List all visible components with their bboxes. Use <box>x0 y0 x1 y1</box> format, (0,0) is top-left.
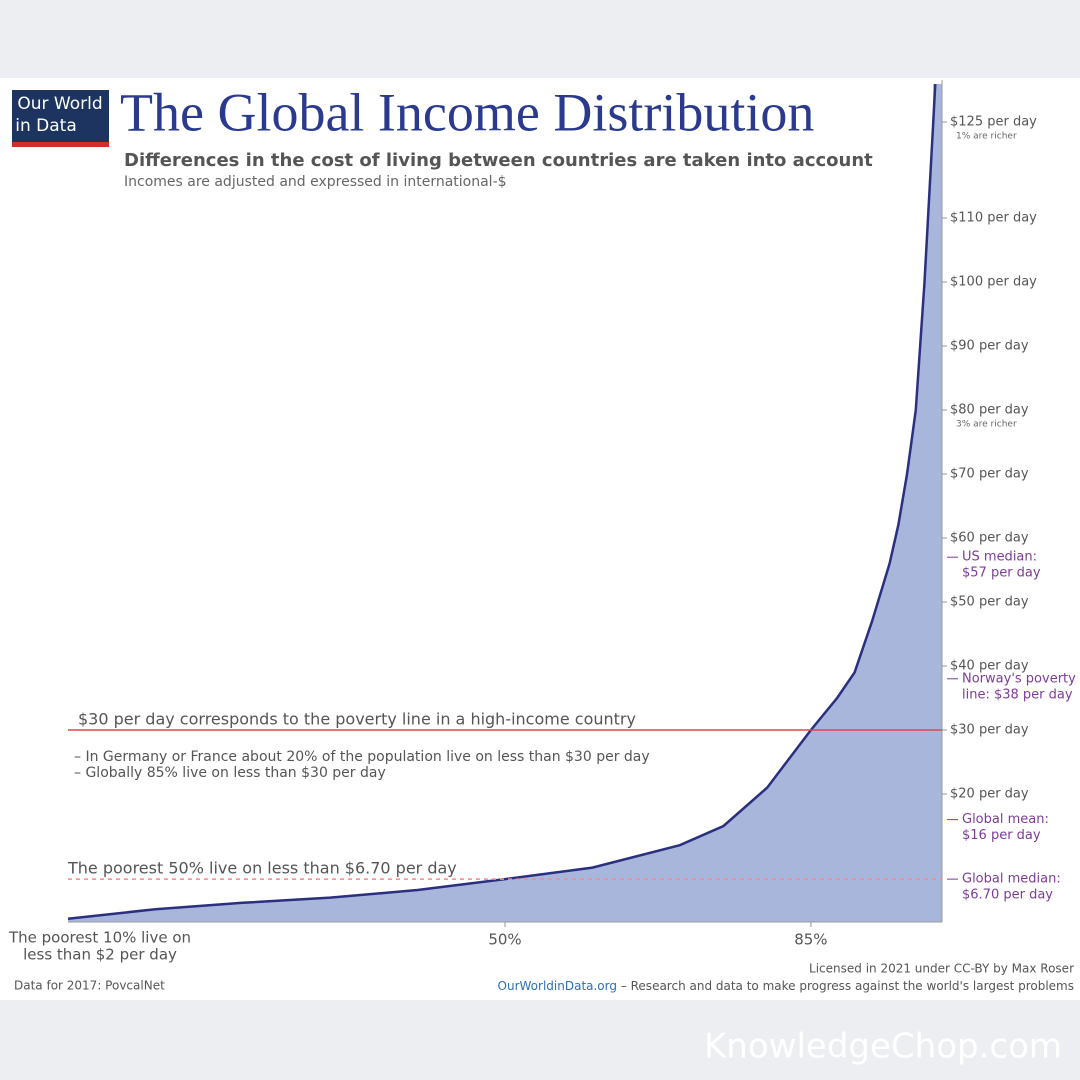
logo-text: in Data <box>15 116 77 136</box>
marker-label: $57 per day <box>962 566 1041 581</box>
x-tick-label: 50% <box>488 931 521 949</box>
watermark: KnowledgeChop.com <box>704 1027 1062 1067</box>
reference-label: The poorest 50% live on less than $6.70 … <box>67 859 457 878</box>
marker-label: US median: <box>962 550 1037 565</box>
marker-label: $6.70 per day <box>962 888 1053 903</box>
logo-box <box>12 90 109 142</box>
chart-title: The Global Income Distribution <box>120 82 814 142</box>
reference-label: – In Germany or France about 20% of the … <box>74 749 650 765</box>
footer: OurWorldinData.org – Research and data t… <box>498 979 1074 993</box>
reference-label: $30 per day corresponds to the poverty l… <box>78 710 636 729</box>
start-label: The poorest 10% live on <box>8 929 191 947</box>
tick-note: 1% are richer <box>956 132 1017 142</box>
source: Data for 2017: PovcalNet <box>14 979 165 993</box>
site: OurWorldinData.org <box>498 979 617 993</box>
marker-label: $16 per day <box>962 828 1041 843</box>
y-tick-label: $90 per day <box>950 339 1029 354</box>
y-tick-label: $60 per day <box>950 531 1029 546</box>
y-tick-label: $70 per day <box>950 467 1029 482</box>
y-tick-label: $100 per day <box>950 275 1037 290</box>
tick-note: 3% are richer <box>956 420 1017 430</box>
site-text: – Research and data to make progress aga… <box>617 979 1074 993</box>
marker-label: line: $38 per day <box>962 687 1073 702</box>
license: Licensed in 2021 under CC-BY by Max Rose… <box>809 962 1074 976</box>
logo-bar <box>12 142 109 147</box>
marker-label: Norway's poverty <box>962 671 1076 686</box>
subtitle: Differences in the cost of living betwee… <box>124 150 873 171</box>
y-tick-label: $50 per day <box>950 595 1029 610</box>
note: Incomes are adjusted and expressed in in… <box>124 174 507 190</box>
x-tick-label: 85% <box>794 931 827 949</box>
y-tick-label: $20 per day <box>950 787 1029 802</box>
start-label: less than $2 per day <box>23 946 177 964</box>
y-tick-label: $80 per day <box>950 403 1029 418</box>
y-tick-label: $40 per day <box>950 659 1029 674</box>
y-tick-label: $30 per day <box>950 723 1029 738</box>
marker-label: Global median: <box>962 872 1061 887</box>
logo-text: Our World <box>17 94 102 114</box>
area <box>68 84 942 922</box>
marker-label: Global mean: <box>962 812 1049 827</box>
reference-label: – Globally 85% live on less than $30 per… <box>74 765 386 781</box>
y-tick-label: $125 per day <box>950 115 1037 130</box>
y-tick-label: $110 per day <box>950 211 1037 226</box>
